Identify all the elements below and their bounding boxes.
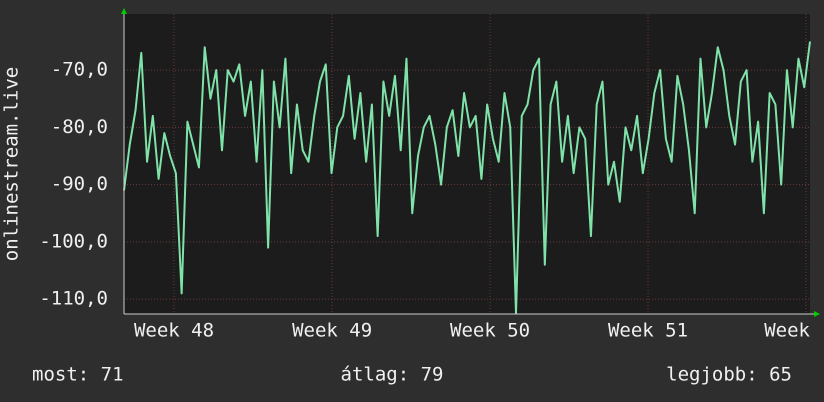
y-tick-label: -100,0	[39, 230, 108, 252]
x-arrow	[814, 311, 820, 317]
lines	[123, 41, 811, 315]
y-tick-label: -110,0	[39, 288, 108, 310]
footer-current: most: 71	[32, 364, 124, 386]
data-line	[123, 41, 811, 315]
y-tick-label: -70,0	[51, 59, 108, 81]
x-tick-label: Week 51	[608, 320, 688, 342]
x-tick-label: Week	[764, 320, 810, 342]
y-axis-label: onlinestream.live	[1, 67, 23, 261]
y-tick-label: -90,0	[51, 173, 108, 195]
y-tick-label: -80,0	[51, 116, 108, 138]
footer-average: átlag: 79	[341, 364, 444, 386]
x-tick-label: Week 50	[450, 320, 530, 342]
y-arrow	[121, 8, 127, 14]
x-tick-label: Week 48	[134, 320, 214, 342]
footer-best: legjobb: 65	[666, 364, 792, 386]
plot-area	[124, 14, 810, 314]
x-tick-label: Week 49	[292, 320, 372, 342]
